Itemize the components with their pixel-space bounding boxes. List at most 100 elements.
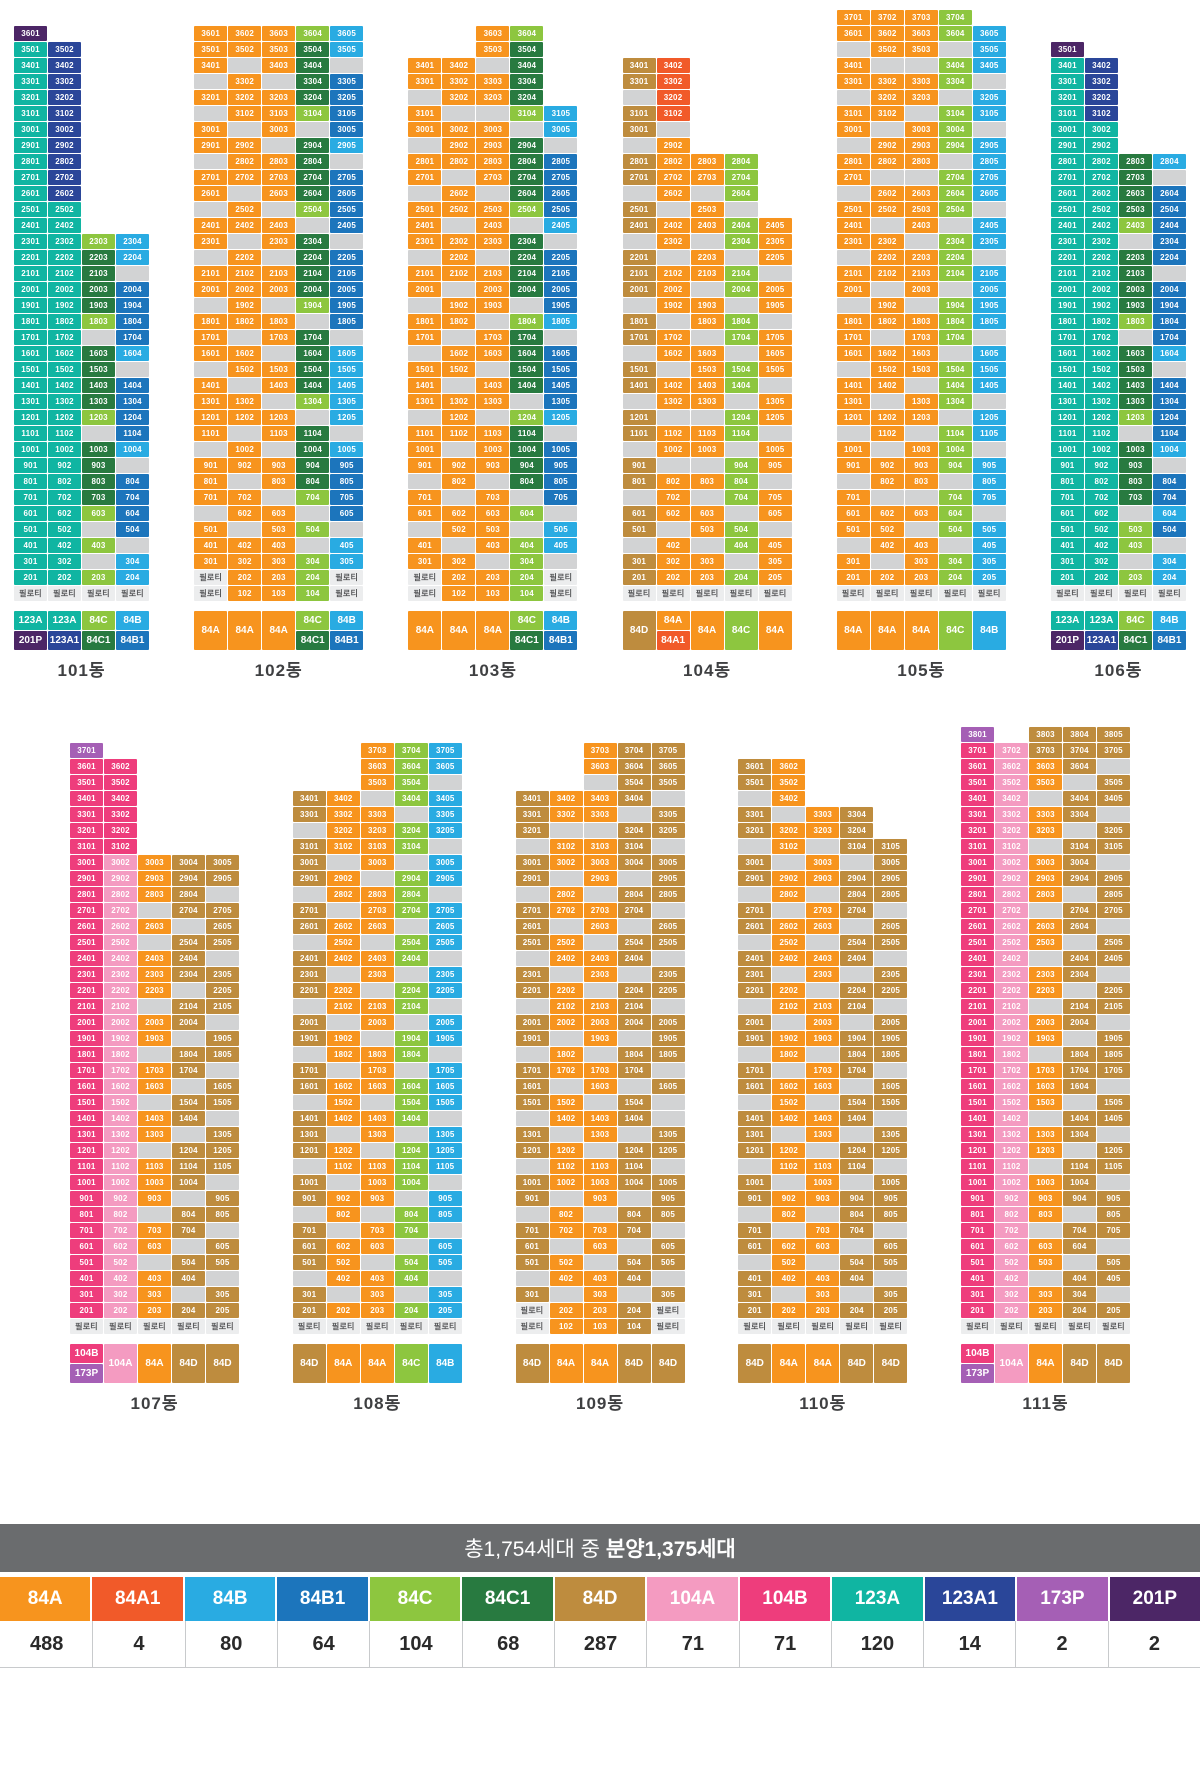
unit-cell: 2902 [104, 871, 137, 886]
unit-cell: 401 [14, 538, 47, 553]
unit-cell: 2504 [394, 935, 428, 950]
unit-cell: 1303 [82, 394, 115, 409]
unsold-cell [1152, 538, 1186, 553]
unit-cell: 802 [549, 1207, 583, 1222]
unit-cell: 905 [544, 458, 578, 473]
building-grid: 3701 3601 3602 3501 3502 3401 3402 3301 3302 3201… [70, 743, 239, 1334]
unit-cell: 3005 [874, 855, 908, 870]
unit-cell: 2403 [138, 951, 171, 966]
unsold-cell [476, 362, 510, 377]
unit-cell: 403 [1118, 538, 1152, 553]
unsold-cell [836, 42, 870, 57]
unit-cell: 2202 [772, 983, 806, 998]
unit-cell: 901 [515, 1191, 549, 1206]
unit-cell: 2603 [1118, 186, 1152, 201]
unit-cell: 1703 [476, 330, 510, 345]
unit-cell: 601 [961, 1239, 994, 1254]
unit-cell: 3302 [1084, 74, 1118, 89]
unit-cell: 1602 [104, 1079, 137, 1094]
unsold-cell [296, 122, 330, 137]
unit-cell: 1902 [870, 298, 904, 313]
unit-cell: 3703 [904, 10, 938, 25]
unit-cell: 2001 [738, 1015, 772, 1030]
unit-cell: 2802 [104, 887, 137, 902]
unit-type-label: 84A [194, 611, 228, 650]
unit-cell: 1903 [138, 1031, 171, 1046]
unsold-cell [228, 426, 262, 441]
unit-cell: 804 [510, 474, 544, 489]
unit-cell: 2201 [292, 983, 326, 998]
unit-cell: 2402 [549, 951, 583, 966]
unit-cell: 2903 [1029, 871, 1062, 886]
unsold-cell [330, 426, 364, 441]
unsold-cell [836, 474, 870, 489]
unit-cell: 2602 [104, 919, 137, 934]
unsold-cell [870, 442, 904, 457]
unsold-cell [428, 839, 462, 854]
unsold-cell [408, 90, 442, 105]
unit-cell: 702 [995, 1223, 1028, 1238]
legend-count-84C1: 68 [463, 1621, 555, 1667]
unit-cell: 2802 [995, 887, 1028, 902]
unit-cell: 1203 [1029, 1143, 1062, 1158]
unit-cell: 2401 [836, 218, 870, 233]
unit-cell: 1704 [116, 330, 149, 345]
unit-cell: 3402 [1084, 58, 1118, 73]
unit-cell: 1504 [840, 1095, 874, 1110]
unit-cell: 401 [738, 1271, 772, 1286]
unsold-cell [583, 887, 617, 902]
unsold-cell [1029, 839, 1062, 854]
unsold-cell [1097, 919, 1130, 934]
unsold-cell [326, 1063, 360, 1078]
unit-cell: 1403 [583, 1111, 617, 1126]
unit-cell: 601 [515, 1239, 549, 1254]
unit-cell: 1102 [772, 1159, 806, 1174]
unit-cell: 2204 [1152, 250, 1186, 265]
unsold-cell [515, 1207, 549, 1222]
unit-cell: 502 [48, 522, 81, 537]
unit-cell: 2205 [651, 983, 685, 998]
unit-cell: 2001 [408, 282, 442, 297]
unit-type-label-col: 84A [1029, 1344, 1062, 1383]
unit-cell: 902 [104, 1191, 137, 1206]
unit-cell: 502 [104, 1255, 137, 1270]
unsold-cell [583, 935, 617, 950]
unit-cell: 602 [995, 1239, 1028, 1254]
unit-cell: 2201 [961, 983, 994, 998]
unit-cell: 1305 [206, 1127, 239, 1142]
unit-cell: 902 [1084, 458, 1118, 473]
unsold-cell [656, 458, 690, 473]
unit-cell: 501 [836, 522, 870, 537]
unit-cell: 1801 [14, 314, 47, 329]
unsold-cell [408, 410, 442, 425]
unit-cell: 1504 [617, 1095, 651, 1110]
unit-cell: 1602 [656, 346, 690, 361]
unit-cell: 3202 [442, 90, 476, 105]
unsold-cell [938, 154, 972, 169]
building-name: 106동 [1094, 661, 1143, 680]
unit-cell: 1601 [194, 346, 228, 361]
unsold-cell [330, 330, 364, 345]
unit-type-label-col: 84A [549, 1344, 583, 1383]
unsold-cell [651, 839, 685, 854]
unsold-cell [360, 791, 394, 806]
unit-cell: 1405 [544, 378, 578, 393]
unit-cell: 905 [206, 1191, 239, 1206]
unsold-cell [656, 250, 690, 265]
unit-cell: 302 [442, 554, 476, 569]
unit-cell: 1005 [651, 1175, 685, 1190]
unit-cell: 803 [1118, 474, 1152, 489]
unit-cell: 901 [70, 1191, 103, 1206]
unit-cell: 2401 [1050, 218, 1084, 233]
unit-cell: 3305 [428, 807, 462, 822]
unit-cell: 2201 [515, 983, 549, 998]
unit-cell: 3705 [651, 743, 685, 758]
unit-cell: 2603 [583, 919, 617, 934]
unit-type-label-col: 84D [617, 1344, 651, 1383]
unsold-cell [772, 1063, 806, 1078]
piloti-cell: 필로티 [360, 1319, 394, 1334]
unit-cell: 3205 [330, 90, 364, 105]
unsold-cell [82, 522, 115, 537]
unit-cell: 1403 [138, 1111, 171, 1126]
unit-cell: 1803 [262, 314, 296, 329]
